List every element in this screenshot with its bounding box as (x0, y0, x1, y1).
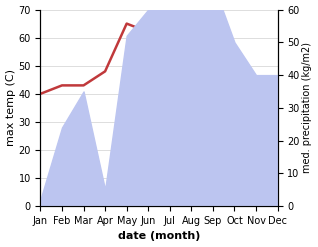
X-axis label: date (month): date (month) (118, 231, 200, 242)
Y-axis label: med. precipitation (kg/m2): med. precipitation (kg/m2) (302, 42, 313, 173)
Y-axis label: max temp (C): max temp (C) (5, 69, 16, 146)
